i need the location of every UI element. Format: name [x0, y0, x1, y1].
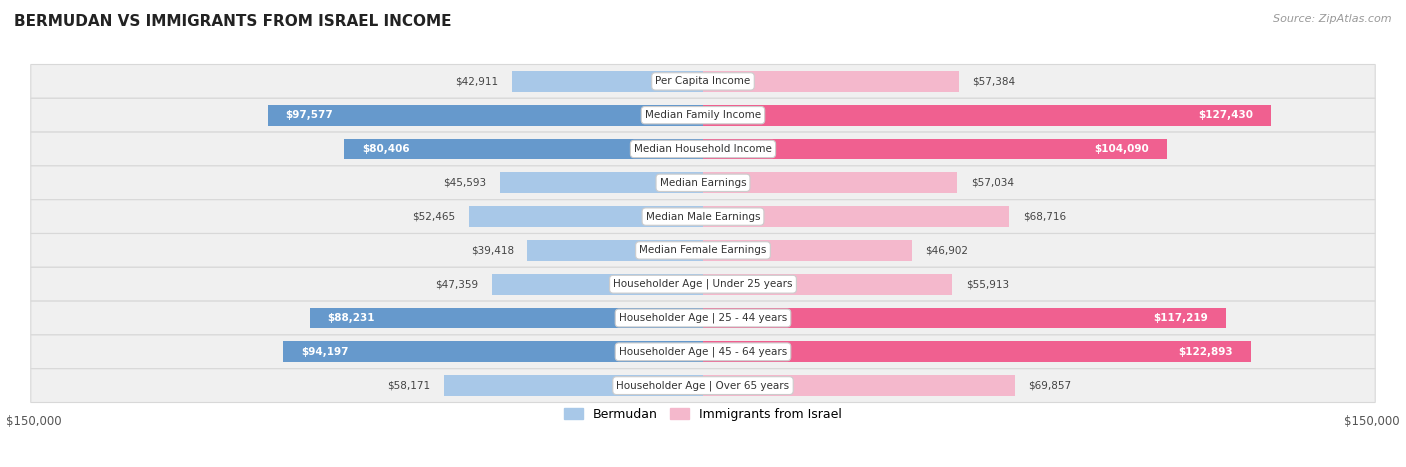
FancyBboxPatch shape	[31, 98, 1375, 132]
Text: $69,857: $69,857	[1028, 381, 1071, 390]
Text: $127,430: $127,430	[1198, 110, 1253, 120]
Text: Median Family Income: Median Family Income	[645, 110, 761, 120]
Text: $57,384: $57,384	[973, 77, 1015, 86]
FancyBboxPatch shape	[31, 301, 1375, 335]
Text: Median Female Earnings: Median Female Earnings	[640, 245, 766, 255]
Text: $52,465: $52,465	[412, 212, 456, 222]
Text: $117,219: $117,219	[1153, 313, 1208, 323]
Bar	[492, 274, 703, 295]
Text: $104,090: $104,090	[1094, 144, 1149, 154]
FancyBboxPatch shape	[31, 335, 1375, 369]
Bar	[703, 308, 1226, 328]
Bar	[703, 105, 1271, 126]
FancyBboxPatch shape	[31, 64, 1375, 98]
Legend: Bermudan, Immigrants from Israel: Bermudan, Immigrants from Israel	[560, 403, 846, 426]
Bar	[703, 172, 957, 193]
FancyBboxPatch shape	[31, 132, 1375, 166]
Text: $47,359: $47,359	[436, 279, 478, 289]
Text: $94,197: $94,197	[301, 347, 349, 357]
Text: Householder Age | 25 - 44 years: Householder Age | 25 - 44 years	[619, 313, 787, 323]
Text: $45,593: $45,593	[443, 178, 486, 188]
Bar	[703, 240, 912, 261]
Text: Householder Age | Under 25 years: Householder Age | Under 25 years	[613, 279, 793, 290]
Text: $58,171: $58,171	[387, 381, 430, 390]
Bar	[703, 274, 952, 295]
Bar	[344, 139, 703, 159]
Text: $97,577: $97,577	[285, 110, 333, 120]
FancyBboxPatch shape	[31, 234, 1375, 267]
Bar	[703, 139, 1167, 159]
Bar	[499, 172, 703, 193]
Text: $122,893: $122,893	[1178, 347, 1233, 357]
Text: Median Male Earnings: Median Male Earnings	[645, 212, 761, 222]
Text: $46,902: $46,902	[925, 245, 969, 255]
Text: Median Earnings: Median Earnings	[659, 178, 747, 188]
Bar	[703, 71, 959, 92]
Text: Source: ZipAtlas.com: Source: ZipAtlas.com	[1274, 14, 1392, 24]
Text: BERMUDAN VS IMMIGRANTS FROM ISRAEL INCOME: BERMUDAN VS IMMIGRANTS FROM ISRAEL INCOM…	[14, 14, 451, 29]
Text: Median Household Income: Median Household Income	[634, 144, 772, 154]
Text: Householder Age | 45 - 64 years: Householder Age | 45 - 64 years	[619, 347, 787, 357]
Text: $88,231: $88,231	[328, 313, 375, 323]
Bar	[527, 240, 703, 261]
Text: Householder Age | Over 65 years: Householder Age | Over 65 years	[616, 380, 790, 391]
FancyBboxPatch shape	[31, 369, 1375, 403]
FancyBboxPatch shape	[31, 267, 1375, 301]
Bar	[470, 206, 703, 227]
Text: $39,418: $39,418	[471, 245, 513, 255]
Bar	[703, 206, 1010, 227]
Text: $68,716: $68,716	[1022, 212, 1066, 222]
Bar	[283, 341, 703, 362]
Bar	[269, 105, 703, 126]
FancyBboxPatch shape	[31, 200, 1375, 234]
Bar	[703, 341, 1251, 362]
Text: Per Capita Income: Per Capita Income	[655, 77, 751, 86]
Bar	[309, 308, 703, 328]
Text: $42,911: $42,911	[456, 77, 498, 86]
Bar	[512, 71, 703, 92]
Bar	[444, 375, 703, 396]
Text: $57,034: $57,034	[970, 178, 1014, 188]
FancyBboxPatch shape	[31, 166, 1375, 200]
Bar	[703, 375, 1015, 396]
Text: $55,913: $55,913	[966, 279, 1010, 289]
Text: $80,406: $80,406	[363, 144, 411, 154]
